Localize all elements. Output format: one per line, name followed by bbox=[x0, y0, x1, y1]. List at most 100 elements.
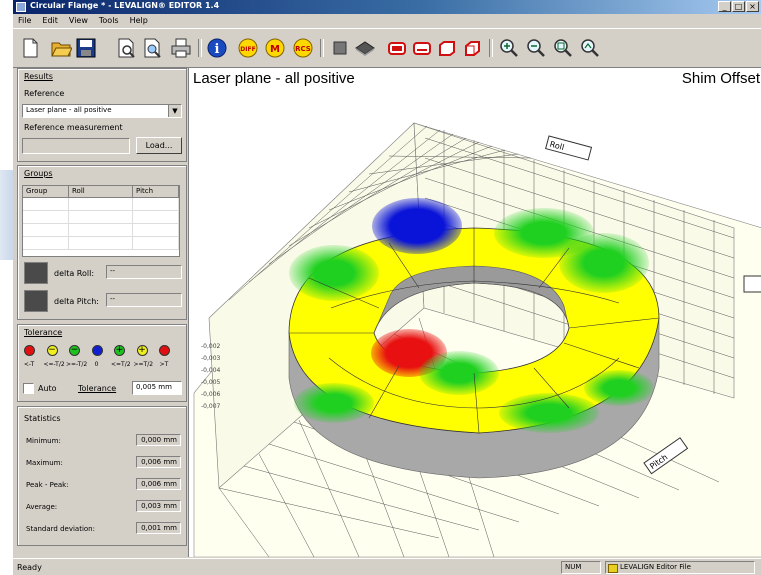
zoom-out-icon[interactable] bbox=[525, 37, 547, 59]
ring-view-4-icon[interactable] bbox=[461, 37, 483, 59]
tolerance-range-label: 0 bbox=[94, 361, 99, 368]
svg-text:M: M bbox=[270, 44, 280, 55]
print-preview-icon[interactable] bbox=[115, 37, 137, 59]
column-header-roll[interactable]: Roll bbox=[69, 186, 133, 198]
axis-ticks: -0,002 -0,003 -0,004 -0,005 -0,006 -0,007 bbox=[201, 343, 221, 410]
view-title: Laser plane - all positive bbox=[193, 70, 355, 87]
table-cell[interactable] bbox=[133, 198, 179, 211]
file-icon bbox=[608, 564, 618, 573]
minimize-button[interactable]: _ bbox=[718, 1, 731, 12]
toolbar: i DIFF M RCS bbox=[13, 28, 761, 68]
roll-axis-label: Roll bbox=[545, 135, 593, 161]
zoom-window-icon[interactable] bbox=[552, 37, 574, 59]
statistics-title: Statistics bbox=[24, 414, 61, 423]
left-panel: Results Reference Laser plane - all posi… bbox=[17, 68, 187, 558]
maximize-button[interactable]: □ bbox=[732, 1, 745, 12]
column-header-group[interactable]: Group bbox=[23, 186, 69, 198]
tolerance-input[interactable]: 0,005 mm bbox=[132, 381, 182, 395]
delta-pitch-label: delta Pitch: bbox=[54, 297, 99, 306]
menu-tools[interactable]: Tools bbox=[98, 16, 119, 25]
zoom-reset-icon[interactable] bbox=[579, 37, 601, 59]
table-cell[interactable] bbox=[133, 237, 179, 250]
rcs-icon[interactable]: RCS bbox=[292, 37, 314, 59]
menu-help[interactable]: Help bbox=[129, 16, 148, 25]
tolerance-range-label: >T bbox=[159, 361, 169, 368]
status-ready: Ready bbox=[17, 563, 42, 572]
table-cell[interactable] bbox=[69, 224, 133, 237]
peak-peak-value: 0,006 mm bbox=[136, 478, 181, 490]
printer-icon[interactable] bbox=[170, 37, 192, 59]
square-view-icon[interactable] bbox=[329, 37, 351, 59]
menu-file[interactable]: File bbox=[18, 16, 32, 25]
table-cell[interactable] bbox=[23, 198, 69, 211]
background-desktop-strip bbox=[0, 170, 13, 260]
green-patch-left bbox=[289, 245, 379, 301]
3d-view-panel[interactable]: Laser plane - all positive Shim Offset bbox=[188, 68, 761, 557]
delta-pitch-field: -- bbox=[106, 293, 182, 307]
tolerance-range-label: <-T bbox=[23, 361, 35, 368]
info-icon[interactable]: i bbox=[206, 37, 228, 59]
new-icon[interactable] bbox=[19, 37, 41, 59]
svg-text:-0,002: -0,002 bbox=[201, 343, 221, 350]
ring-view-3-icon[interactable] bbox=[436, 37, 458, 59]
std-deviation-value: 0,001 mm bbox=[136, 522, 181, 534]
tolerance-color-circle: − bbox=[69, 345, 80, 356]
svg-text:i: i bbox=[215, 42, 220, 57]
status-num: NUM bbox=[561, 561, 601, 574]
svg-text:Roll: Roll bbox=[549, 140, 565, 152]
table-cell[interactable] bbox=[23, 211, 69, 224]
close-button[interactable]: × bbox=[746, 1, 759, 12]
groups-table[interactable]: Group Roll Pitch bbox=[22, 185, 180, 257]
auto-label: Auto bbox=[38, 384, 57, 393]
ref-measurement-field[interactable] bbox=[22, 138, 130, 154]
title-bar: Circular Flange * - LEVALIGN® EDITOR 1.4… bbox=[13, 0, 761, 14]
delta-roll-field: -- bbox=[106, 265, 182, 279]
status-file-label: LEVALIGN Editor File bbox=[620, 563, 691, 571]
menu-edit[interactable]: Edit bbox=[42, 16, 58, 25]
chevron-down-icon[interactable]: ▼ bbox=[168, 105, 181, 117]
minimum-value: 0,000 mm bbox=[136, 434, 181, 446]
menu-view[interactable]: View bbox=[68, 16, 88, 25]
ring-view-2-icon[interactable] bbox=[411, 37, 433, 59]
status-file: LEVALIGN Editor File bbox=[605, 561, 755, 574]
tolerance-range-label: <=T/2 bbox=[111, 361, 131, 368]
svg-text:-0,003: -0,003 bbox=[201, 355, 221, 362]
diamond-view-icon[interactable] bbox=[354, 37, 376, 59]
results-group: Results Reference Laser plane - all posi… bbox=[17, 68, 187, 162]
table-cell[interactable] bbox=[69, 237, 133, 250]
color-patches bbox=[289, 198, 654, 433]
tolerance-color-circle bbox=[159, 345, 170, 356]
table-cell[interactable] bbox=[133, 224, 179, 237]
table-cell[interactable] bbox=[23, 224, 69, 237]
table-cell[interactable] bbox=[69, 211, 133, 224]
svg-text:-0,006: -0,006 bbox=[201, 391, 221, 398]
tolerance-range-label: >=-T/2 bbox=[66, 361, 88, 368]
tolerance-label: Tolerance bbox=[78, 384, 117, 393]
groups-group: Groups Group Roll Pitch delta Roll: bbox=[17, 165, 187, 320]
reference-select-value: Laser plane - all positive bbox=[26, 106, 112, 114]
diff-icon[interactable]: DIFF bbox=[237, 37, 259, 59]
mean-icon[interactable]: M bbox=[264, 37, 286, 59]
svg-text:-0,005: -0,005 bbox=[201, 379, 221, 386]
flange-3d-plot[interactable]: -0,002 -0,003 -0,004 -0,005 -0,006 -0,007 bbox=[189, 68, 761, 557]
green-patch-bottom bbox=[499, 393, 599, 433]
table-cell[interactable] bbox=[69, 198, 133, 211]
zoom-preview-icon[interactable] bbox=[141, 37, 163, 59]
zoom-in-icon[interactable] bbox=[498, 37, 520, 59]
column-header-pitch[interactable]: Pitch bbox=[133, 186, 179, 198]
table-cell[interactable] bbox=[23, 237, 69, 250]
status-bar: Ready NUM LEVALIGN Editor File bbox=[13, 558, 761, 575]
tolerance-title: Tolerance bbox=[24, 328, 63, 337]
save-icon[interactable] bbox=[75, 37, 97, 59]
reference-select[interactable]: Laser plane - all positive ▼ bbox=[22, 104, 182, 118]
tolerance-color-circle: + bbox=[114, 345, 125, 356]
ring-view-1-icon[interactable] bbox=[386, 37, 408, 59]
table-cell[interactable] bbox=[133, 211, 179, 224]
maximum-value: 0,006 mm bbox=[136, 456, 181, 468]
tolerance-color-circle: − bbox=[46, 345, 58, 356]
green-patch-bottom-left bbox=[294, 383, 374, 423]
open-folder-icon[interactable] bbox=[50, 37, 72, 59]
blue-patch bbox=[372, 198, 462, 254]
auto-checkbox[interactable] bbox=[23, 383, 34, 394]
load-button[interactable]: Load... bbox=[136, 137, 182, 154]
